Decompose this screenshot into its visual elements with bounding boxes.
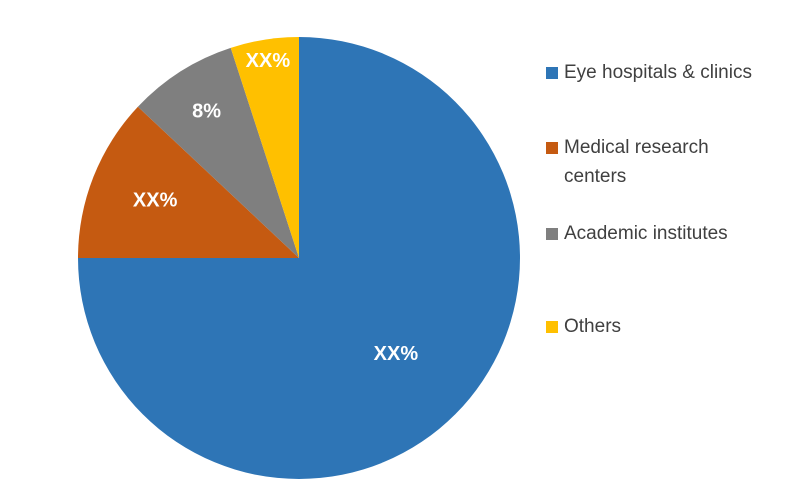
pie-slice-data-label: XX% [246, 50, 291, 72]
legend-label: Medical research [564, 137, 709, 158]
legend-item: Medical research centers [546, 133, 796, 191]
legend-swatch [546, 228, 558, 240]
legend-label: Others [564, 316, 622, 337]
legend-swatch [546, 321, 558, 333]
pie-slice-labels: XX% XX% 8% XX% [133, 50, 418, 365]
legend-label: Eye hospitals & clinics [564, 62, 752, 83]
pie-slice-medical-research-centers [78, 106, 299, 258]
pie-slice-data-label: 8% [192, 101, 221, 123]
pie-slice-data-label: XX% [374, 343, 419, 365]
pie-slice-data-label: XX% [133, 189, 178, 211]
legend-label: centers [564, 166, 627, 187]
legend-item: Others [546, 312, 796, 341]
legend-item: Eye hospitals & clinics [546, 58, 796, 87]
legend-label: Academic institutes [564, 223, 728, 244]
pie-slice-academic-institutes [137, 47, 299, 258]
legend-item: Academic institutes [546, 219, 796, 248]
chart-legend: Eye hospitals & clinics Medical research c… [546, 58, 796, 341]
pie-slice-others [230, 37, 299, 258]
pie-slices [78, 37, 520, 479]
legend-swatch [546, 142, 558, 154]
legend-swatch [546, 67, 558, 79]
